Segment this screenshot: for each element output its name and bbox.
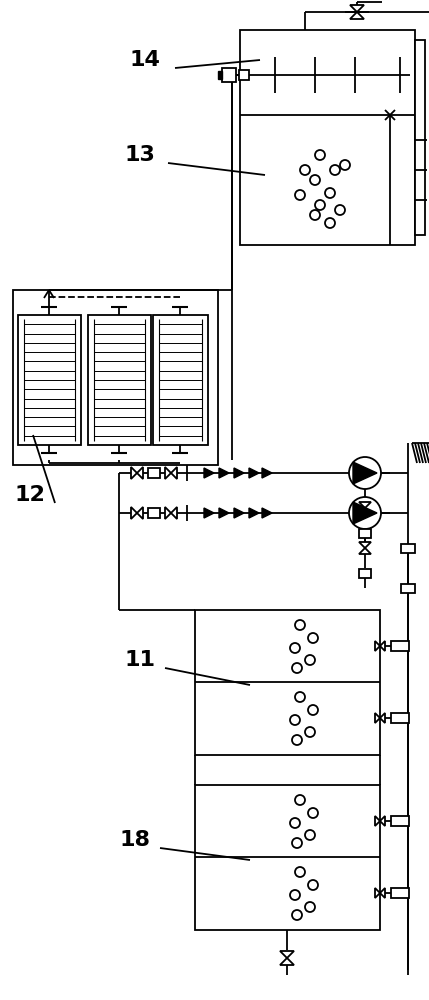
Polygon shape [262, 468, 272, 478]
Polygon shape [137, 507, 143, 519]
Circle shape [295, 867, 305, 877]
Bar [359, 528, 371, 538]
Polygon shape [380, 816, 385, 826]
Polygon shape [204, 508, 214, 518]
Circle shape [290, 890, 300, 900]
Polygon shape [380, 641, 385, 651]
Circle shape [308, 880, 318, 890]
Polygon shape [375, 888, 380, 898]
Bar [391, 641, 409, 651]
Bar [13, 290, 218, 465]
Polygon shape [165, 507, 171, 519]
Circle shape [335, 205, 345, 215]
Polygon shape [249, 508, 259, 518]
Polygon shape [234, 508, 244, 518]
Polygon shape [280, 958, 294, 965]
Polygon shape [380, 713, 385, 723]
Circle shape [308, 705, 318, 715]
Polygon shape [359, 548, 371, 554]
Text: 13: 13 [124, 145, 155, 165]
Bar [195, 610, 380, 755]
Bar [401, 584, 415, 592]
Bar [222, 68, 236, 82]
Polygon shape [353, 502, 377, 524]
Polygon shape [131, 507, 137, 519]
Circle shape [295, 620, 305, 630]
Text: 11: 11 [124, 650, 155, 670]
Circle shape [325, 218, 335, 228]
Polygon shape [350, 12, 364, 19]
Circle shape [349, 497, 381, 529]
Circle shape [305, 830, 315, 840]
Circle shape [315, 200, 325, 210]
Circle shape [290, 643, 300, 653]
Polygon shape [171, 467, 177, 479]
Circle shape [295, 190, 305, 200]
Circle shape [305, 655, 315, 665]
Bar [391, 816, 409, 826]
Text: 18: 18 [120, 830, 151, 850]
Circle shape [305, 902, 315, 912]
Circle shape [290, 715, 300, 725]
Circle shape [300, 165, 310, 175]
Polygon shape [204, 468, 214, 478]
Polygon shape [218, 71, 222, 79]
Circle shape [349, 457, 381, 489]
Polygon shape [171, 507, 177, 519]
Bar [391, 888, 409, 898]
Polygon shape [359, 542, 371, 548]
Polygon shape [165, 467, 171, 479]
Polygon shape [353, 462, 377, 484]
Polygon shape [234, 468, 244, 478]
Bar [148, 468, 160, 478]
Polygon shape [280, 951, 294, 958]
Bar [88, 315, 151, 445]
Polygon shape [249, 468, 259, 478]
Polygon shape [375, 641, 380, 651]
Circle shape [308, 808, 318, 818]
Circle shape [310, 175, 320, 185]
Bar [195, 785, 380, 930]
Bar [18, 315, 81, 445]
Bar [359, 568, 371, 578]
Text: 12: 12 [15, 485, 45, 505]
Polygon shape [375, 816, 380, 826]
Polygon shape [350, 5, 364, 12]
Circle shape [292, 910, 302, 920]
Circle shape [315, 150, 325, 160]
Bar [391, 713, 409, 723]
Circle shape [295, 692, 305, 702]
Circle shape [325, 188, 335, 198]
Polygon shape [380, 888, 385, 898]
Polygon shape [262, 508, 272, 518]
Circle shape [292, 663, 302, 673]
Polygon shape [359, 502, 371, 508]
Bar [415, 40, 425, 235]
Bar [148, 508, 160, 518]
Circle shape [295, 795, 305, 805]
Polygon shape [219, 508, 229, 518]
Circle shape [290, 818, 300, 828]
Polygon shape [219, 468, 229, 478]
Bar [239, 70, 249, 80]
Polygon shape [137, 467, 143, 479]
Polygon shape [131, 467, 137, 479]
Bar [401, 544, 415, 552]
Circle shape [305, 727, 315, 737]
Bar [240, 30, 415, 245]
Circle shape [340, 160, 350, 170]
Circle shape [292, 838, 302, 848]
Bar [153, 315, 208, 445]
Circle shape [310, 210, 320, 220]
Circle shape [330, 165, 340, 175]
Polygon shape [359, 508, 371, 514]
Polygon shape [375, 713, 380, 723]
Circle shape [308, 633, 318, 643]
Text: 14: 14 [130, 50, 160, 70]
Circle shape [292, 735, 302, 745]
